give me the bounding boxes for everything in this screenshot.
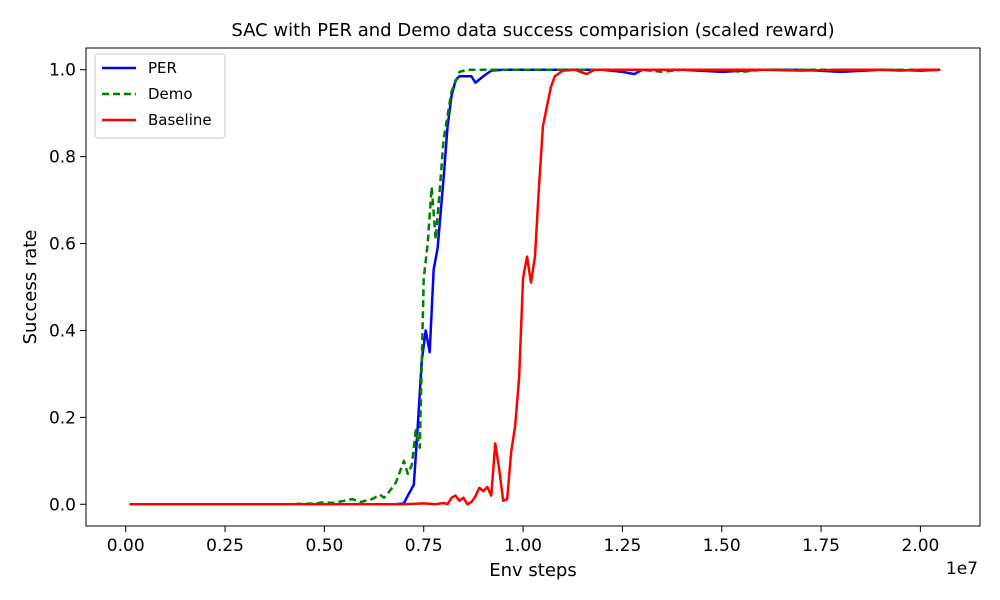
x-tick-label: 0.25 <box>206 536 244 556</box>
y-tick-label: 0.8 <box>49 148 76 168</box>
x-axis-label: Env steps <box>489 560 576 581</box>
x-tick-label: 0.00 <box>107 536 145 556</box>
y-tick-label: 0.6 <box>49 235 76 255</box>
x-axis-offset-label: 1e7 <box>946 559 978 579</box>
y-tick-label: 0.2 <box>49 408 76 428</box>
legend: PER Demo Baseline <box>94 53 226 139</box>
series-layer <box>129 68 941 506</box>
x-tick-label: 0.50 <box>305 536 343 556</box>
legend-entries: PER Demo Baseline <box>102 59 212 129</box>
legend-label-per: PER <box>148 59 177 77</box>
series-line-baseline <box>129 68 941 506</box>
plot-area: 0.00 0.25 0.50 0.75 1.00 1.25 1.50 1.75 2.00 0.0… <box>49 47 981 556</box>
x-tick-label: 0.75 <box>405 536 443 556</box>
legend-label-baseline: Baseline <box>148 111 212 129</box>
y-axis-label: Success rate <box>20 230 41 345</box>
legend-label-demo: Demo <box>148 85 193 103</box>
y-tick-label: 0.4 <box>49 321 76 341</box>
x-axis: 0.00 0.25 0.50 0.75 1.00 1.25 1.50 1.75 2.00 <box>107 526 939 556</box>
y-tick-label: 1.0 <box>49 61 76 81</box>
chart-title: SAC with PER and Demo data success compa… <box>231 20 834 41</box>
x-tick-label: 1.50 <box>703 536 741 556</box>
y-axis: 0.0 0.2 0.4 0.6 0.8 1.0 <box>49 61 86 515</box>
y-tick-label: 0.0 <box>49 495 76 515</box>
legend-box <box>94 53 226 139</box>
x-tick-label: 1.25 <box>603 536 641 556</box>
x-tick-label: 1.75 <box>802 536 840 556</box>
plot-frame <box>85 47 981 527</box>
x-tick-label: 1.00 <box>504 536 542 556</box>
x-tick-label: 2.00 <box>901 536 939 556</box>
